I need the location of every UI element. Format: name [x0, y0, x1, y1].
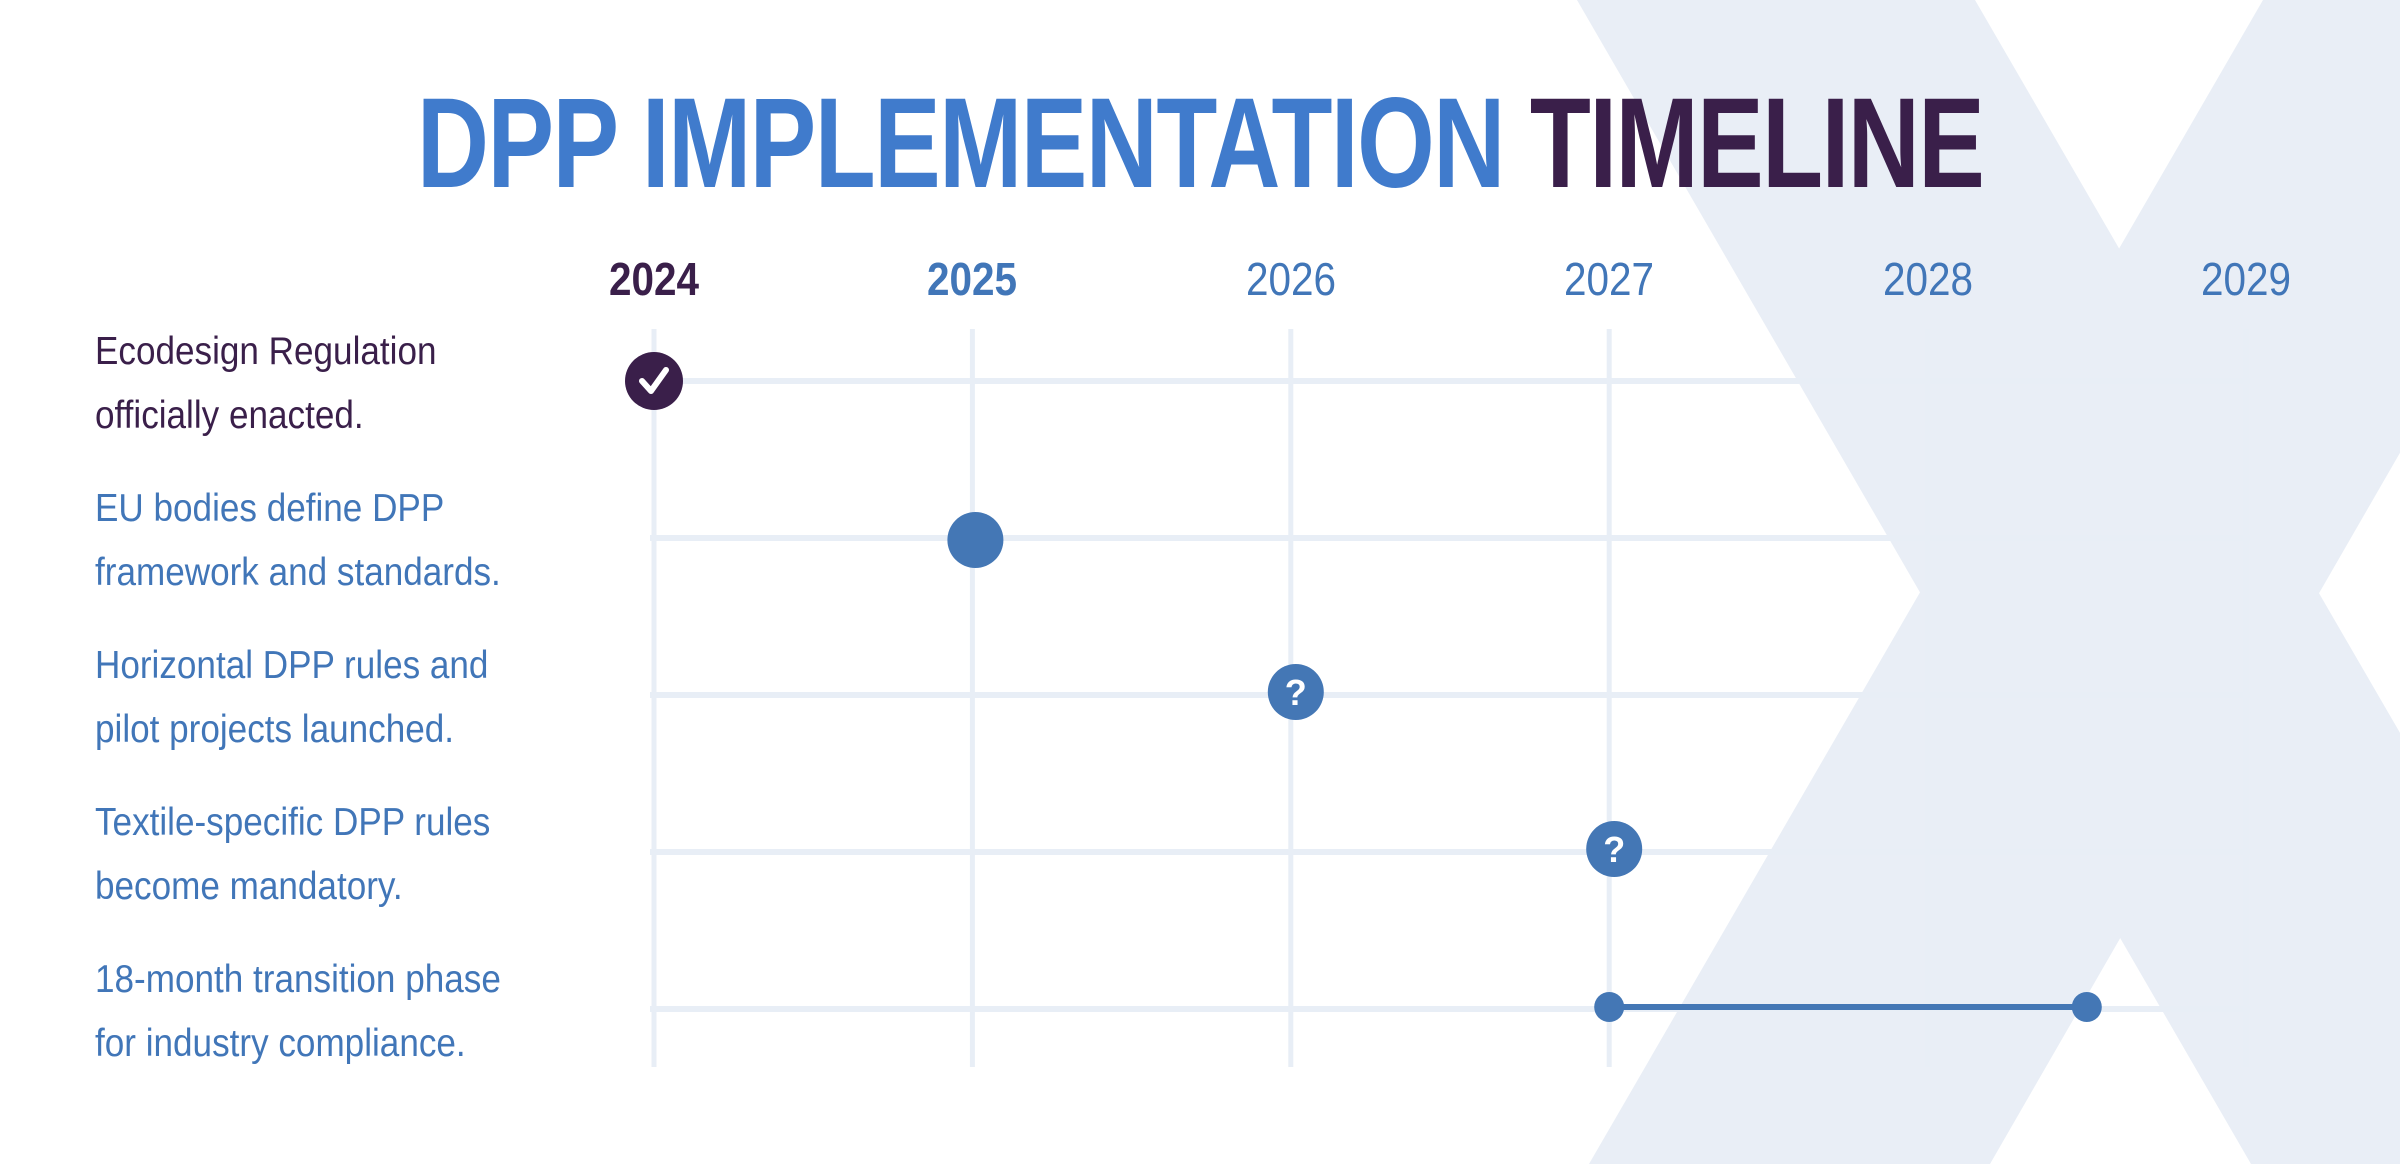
event-label: Horizontal DPP rules and pilot projects l…: [95, 634, 563, 762]
event-label-line: Horizontal DPP rules and: [95, 644, 489, 687]
event-label-line: Ecodesign Regulation: [95, 330, 437, 373]
year-label: 2027: [1564, 253, 1655, 305]
check-icon: [639, 367, 669, 394]
completed-marker: [625, 352, 683, 410]
event-label-line: officially enacted.: [95, 394, 364, 437]
range-start-dot: [1594, 992, 1625, 1022]
event-label-line: Textile-specific DPP rules: [95, 801, 491, 844]
title-part-blue: DPP IMPLEMENTATION: [416, 72, 1505, 215]
event-label: EU bodies define DPP framework and standa…: [95, 477, 563, 605]
event-label-line: for industry compliance.: [95, 1022, 466, 1065]
question-icon: ?: [1285, 672, 1307, 713]
year-label: 2024: [608, 253, 700, 305]
page-title: DPP IMPLEMENTATION TIMELINE: [0, 70, 2400, 217]
event-label-line: pilot projects launched.: [95, 708, 455, 751]
event-label-line: EU bodies define DPP: [95, 487, 445, 530]
uncertain-marker: [1267, 664, 1324, 720]
event-label-line: become mandatory.: [95, 865, 403, 908]
year-label: 2026: [1245, 253, 1336, 305]
year-label: 2029: [2200, 253, 2292, 305]
event-marker-dot: [947, 512, 1004, 568]
event-label-line: 18-month transition phase: [95, 958, 501, 1001]
year-label: 2025: [927, 253, 1018, 305]
year-label: 2028: [1882, 253, 1973, 305]
event-label: Ecodesign Regulation officially enacted.: [95, 320, 563, 448]
event-label: 18-month transition phase for industry co…: [95, 948, 563, 1076]
x-stroke-b: [1589, 0, 2400, 1164]
range-end-dot: [2071, 992, 2102, 1022]
event-label: Textile-specific DPP rules become mandato…: [95, 791, 563, 919]
uncertain-marker: [1586, 821, 1643, 877]
question-icon: ?: [1603, 829, 1625, 870]
event-label-line: framework and standards.: [95, 551, 501, 594]
title-part-dark: TIMELINE: [1529, 72, 1985, 215]
